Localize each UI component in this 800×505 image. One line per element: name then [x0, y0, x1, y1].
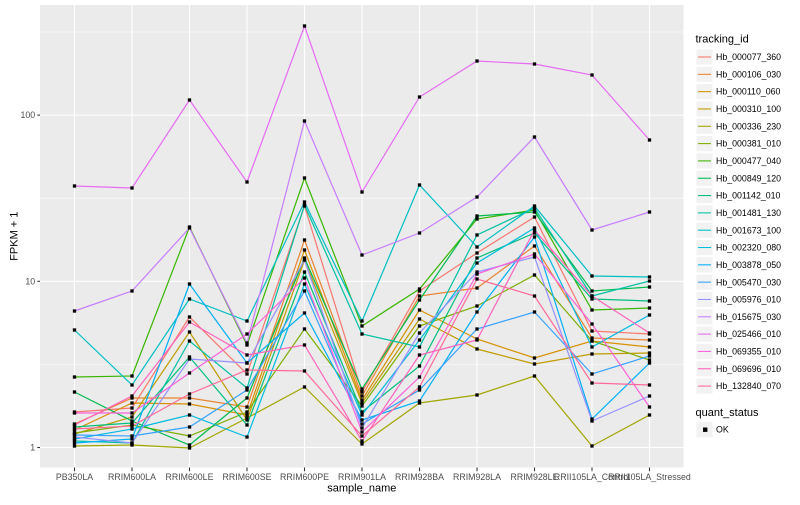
svg-text:OK: OK	[716, 425, 729, 435]
svg-text:RRIM928LA: RRIM928LA	[453, 472, 501, 482]
svg-text:Hb_002320_080: Hb_002320_080	[716, 243, 781, 253]
svg-text:quant_status: quant_status	[696, 407, 759, 419]
svg-text:Hb_003878_050: Hb_003878_050	[716, 260, 781, 270]
svg-text:Hb_000310_100: Hb_000310_100	[716, 104, 781, 114]
svg-text:Hb_000381_010: Hb_000381_010	[716, 139, 781, 149]
svg-text:RRIM901LA: RRIM901LA	[338, 472, 386, 482]
svg-text:Hb_005470_030: Hb_005470_030	[716, 277, 781, 287]
svg-text:tracking_id: tracking_id	[696, 33, 749, 45]
svg-text:Hb_069696_010: Hb_069696_010	[716, 364, 781, 374]
svg-text:Hb_000077_360: Hb_000077_360	[716, 52, 781, 62]
svg-text:RRIM928LE: RRIM928LE	[511, 472, 559, 482]
svg-text:10: 10	[25, 276, 35, 286]
svg-text:RRII105LA_Stressed: RRII105LA_Stressed	[608, 472, 691, 482]
svg-text:RRIM928BA: RRIM928BA	[395, 472, 444, 482]
svg-text:Hb_025466_010: Hb_025466_010	[716, 329, 781, 339]
svg-text:PB350LA: PB350LA	[56, 472, 93, 482]
svg-text:Hb_069355_010: Hb_069355_010	[716, 347, 781, 357]
svg-text:FPKM + 1: FPKM + 1	[9, 212, 21, 261]
svg-text:RRIM600LA: RRIM600LA	[108, 472, 156, 482]
svg-text:Hb_001481_130: Hb_001481_130	[716, 208, 781, 218]
svg-text:RRIM600SE: RRIM600SE	[223, 472, 272, 482]
svg-text:Hb_001673_100: Hb_001673_100	[716, 225, 781, 235]
svg-text:RRIM600LE: RRIM600LE	[166, 472, 214, 482]
svg-text:sample_name: sample_name	[327, 482, 396, 494]
svg-text:Hb_000110_060: Hb_000110_060	[716, 87, 781, 97]
svg-text:100: 100	[21, 110, 36, 120]
svg-text:Hb_000849_120: Hb_000849_120	[716, 173, 781, 183]
svg-text:Hb_001142_010: Hb_001142_010	[716, 191, 781, 201]
svg-text:Hb_132840_070: Hb_132840_070	[716, 381, 781, 391]
svg-text:Hb_000336_230: Hb_000336_230	[716, 121, 781, 131]
svg-text:1: 1	[30, 443, 35, 453]
svg-text:RRII105LA_Control: RRII105LA_Control	[554, 472, 630, 482]
svg-text:Hb_015675_030: Hb_015675_030	[716, 312, 781, 322]
svg-text:Hb_000477_040: Hb_000477_040	[716, 156, 781, 166]
svg-text:Hb_005976_010: Hb_005976_010	[716, 295, 781, 305]
svg-text:RRIM600PE: RRIM600PE	[280, 472, 329, 482]
svg-text:Hb_000106_030: Hb_000106_030	[716, 69, 781, 79]
